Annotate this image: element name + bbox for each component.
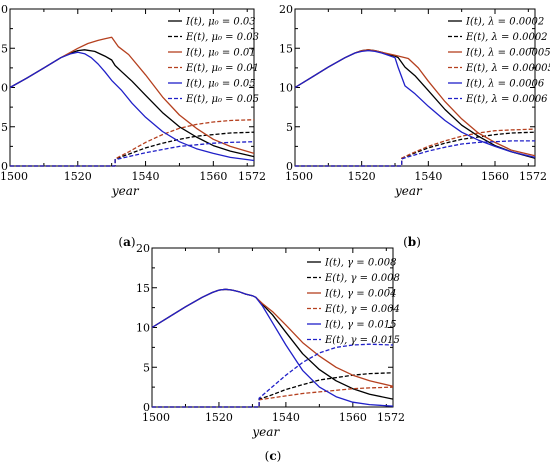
x-tick-label: 1520 (348, 170, 376, 183)
y-tick-label: 5 (1, 121, 8, 134)
y-tick-label: 5 (286, 121, 293, 134)
series-line-5 (10, 141, 255, 167)
x-tick-label: 1520 (205, 411, 233, 424)
x-tick-label: 1572 (238, 170, 266, 183)
x-axis-label: year (111, 184, 140, 198)
y-tick-label: 10 (279, 82, 293, 95)
legend-label: E(t), λ = 0.00005 (465, 63, 550, 74)
series-line-3 (10, 119, 255, 167)
series-line-1 (10, 131, 255, 167)
legend-label: I(t), γ = 0.015 (324, 320, 396, 331)
x-tick-label: 1540 (272, 411, 300, 424)
legend-label: I(t), μ₀ = 0.03 (185, 17, 256, 28)
legend-label: E(t), γ = 0.008 (324, 273, 400, 284)
x-tick-label: 1560 (481, 170, 509, 183)
x-tick-label: 1540 (132, 170, 160, 183)
legend-label: E(t), λ = 0.0006 (465, 94, 548, 105)
x-tick-label: 1540 (414, 170, 442, 183)
x-tick-label: 1500 (0, 170, 28, 183)
legend-label: E(t), γ = 0.004 (324, 304, 400, 315)
y-tick-label: 15 (136, 282, 150, 295)
x-tick-label: 1500 (142, 411, 170, 424)
series-line-4 (294, 49, 536, 159)
x-tick-label: 1572 (377, 411, 405, 424)
series-line-5 (152, 343, 394, 408)
series-line-4 (9, 51, 255, 162)
x-axis-label: year (394, 184, 423, 198)
x-tick-label: 1572 (519, 170, 547, 183)
legend-label: I(t), λ = 0.0002 (465, 17, 544, 28)
legend-label: I(t), λ = 0.00005 (465, 48, 550, 59)
y-tick-label: 20 (136, 242, 150, 255)
y-tick-label: 5 (143, 361, 150, 374)
y-tick-label: 0 (143, 401, 150, 414)
legend-label: I(t), μ₀ = 0.05 (185, 79, 256, 90)
legend-label: I(t), γ = 0.008 (324, 258, 396, 269)
series-line-5 (295, 140, 535, 167)
y-tick-label: 0 (286, 160, 293, 173)
legend-label: E(t), λ = 0.0002 (465, 32, 548, 43)
panel-label-a: (a) (118, 235, 135, 249)
x-tick-label: 1560 (199, 170, 227, 183)
panel-label-b: (b) (403, 235, 421, 249)
y-tick-label: 10 (136, 322, 150, 335)
legend-label: I(t), λ = 0.0006 (465, 79, 545, 90)
y-tick-label: 0 (1, 160, 8, 173)
legend-label: E(t), μ₀ = 0.05 (185, 94, 259, 105)
y-tick-label: 15 (279, 42, 293, 55)
y-tick-label: 20 (279, 3, 293, 16)
x-tick-label: 1520 (64, 170, 92, 183)
series-line-1 (295, 131, 536, 167)
x-tick-label: 1560 (339, 411, 367, 424)
legend-label: E(t), γ = 0.015 (324, 335, 400, 346)
legend-label: I(t), μ₀ = 0.01 (185, 48, 256, 59)
legend-label: E(t), μ₀ = 0.03 (185, 32, 259, 43)
legend-label: I(t), γ = 0.004 (324, 289, 396, 300)
y-tick-label: 15 (0, 42, 8, 55)
series-line-4 (151, 288, 394, 407)
panel-label-c: (c) (265, 449, 282, 463)
x-tick-label: 1500 (285, 170, 313, 183)
series-line-1 (152, 372, 394, 408)
legend-label: E(t), μ₀ = 0.01 (185, 63, 259, 74)
y-tick-label: 20 (0, 3, 8, 16)
x-axis-label: year (251, 425, 280, 439)
y-tick-label: 10 (0, 82, 8, 95)
